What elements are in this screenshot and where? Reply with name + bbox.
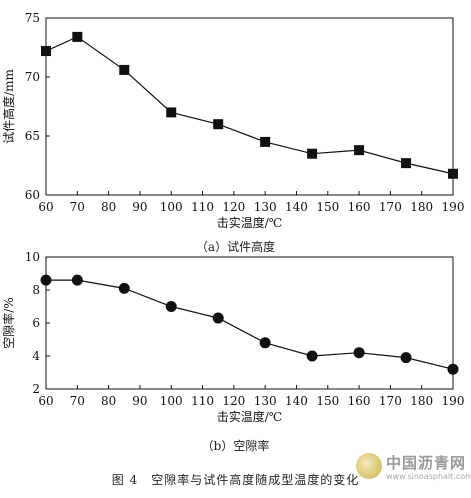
chart-a-plot-frame bbox=[45, 17, 454, 196]
chart-b-x-tick-label: 150 bbox=[316, 394, 339, 408]
chart-b-data-point bbox=[353, 347, 365, 359]
chart-b-data-point bbox=[118, 282, 130, 294]
chart-a-data-point bbox=[401, 158, 412, 169]
chart-b-x-axis-label: 击实温度/℃ bbox=[217, 409, 282, 424]
chart-a-x-tick-label: 160 bbox=[348, 200, 371, 214]
watermark-logo-icon bbox=[356, 453, 382, 479]
chart-b-y-tick-label: 4 bbox=[32, 349, 40, 363]
chart-b-x-tick-label: 180 bbox=[410, 394, 433, 408]
chart-a-x-tick-label: 70 bbox=[70, 200, 85, 214]
chart-b-data-point bbox=[165, 301, 177, 312]
chart-a-x-tick-label: 60 bbox=[38, 200, 53, 214]
chart-b-series-line bbox=[46, 279, 454, 370]
chart-b-data-point bbox=[400, 352, 412, 364]
chart-b-data-point bbox=[71, 274, 83, 286]
chart-a-data-point bbox=[354, 145, 365, 156]
chart-b-x-tick-label: 70 bbox=[70, 394, 85, 408]
chart-a-x-tick-label: 180 bbox=[410, 200, 433, 214]
watermark-title: 中国沥青网 bbox=[386, 454, 467, 472]
subcaption-b: （b）空隙率 bbox=[201, 439, 270, 453]
chart-b-x-tick-label: 160 bbox=[348, 394, 371, 408]
chart-b-x-tick-label: 190 bbox=[442, 394, 465, 408]
chart-a-series-line bbox=[45, 36, 454, 175]
chart-a-x-tick-label: 120 bbox=[222, 200, 245, 214]
chart-b-x-tick-label: 140 bbox=[285, 394, 308, 408]
chart-a-y-tick-label: 60 bbox=[25, 188, 40, 202]
chart-a: 60 70 80 90 100 110 120 130 140 150 160 170 180 190 60… bbox=[1, 11, 464, 230]
chart-a-data-point bbox=[260, 136, 271, 147]
chart-b-y-tick-label: 2 bbox=[32, 382, 40, 396]
chart-a-x-tick-label: 130 bbox=[254, 200, 277, 214]
chart-a-x-tick-label: 90 bbox=[132, 200, 147, 214]
chart-b-data-point bbox=[259, 337, 271, 349]
chart-b-x-tick-label: 120 bbox=[222, 394, 245, 408]
chart-b-x-tick-label: 110 bbox=[191, 394, 214, 408]
chart-a-data-point bbox=[41, 46, 51, 57]
chart-b-y-tick-label: 6 bbox=[32, 316, 40, 330]
chart-a-x-tick-label: 110 bbox=[191, 200, 214, 214]
chart-b-x-tick-label: 80 bbox=[101, 394, 116, 408]
chart-b-y-tick-label: 8 bbox=[32, 283, 40, 297]
chart-b-plot-frame bbox=[45, 256, 454, 390]
chart-a-y-axis-label: 试件高度/mm bbox=[1, 68, 16, 143]
chart-a-y-tick-label: 70 bbox=[25, 70, 40, 84]
chart-a-x-tick-label: 190 bbox=[442, 200, 465, 214]
chart-b-x-tick-label: 60 bbox=[38, 394, 53, 408]
chart-b-data-point bbox=[306, 350, 318, 362]
chart-a-x-tick-label: 100 bbox=[160, 200, 183, 214]
chart-b-data-point bbox=[40, 274, 52, 286]
chart-a-x-tick-label: 80 bbox=[101, 200, 116, 214]
chart-b-x-tick-label: 170 bbox=[379, 394, 402, 408]
chart-b: 60 70 80 90 100 110 120 130 140 150 160 170 180 190 2 4… bbox=[1, 250, 464, 424]
chart-b-x-tick-label: 100 bbox=[160, 394, 183, 408]
chart-b-x-tick-label: 90 bbox=[132, 394, 147, 408]
chart-a-x-tick-label: 140 bbox=[285, 200, 308, 214]
figure-caption: 图 4 空隙率与试件高度随成型温度的变化 bbox=[111, 473, 360, 487]
chart-b-y-axis-label: 空隙率/% bbox=[1, 297, 16, 348]
chart-b-x-tick-label: 130 bbox=[254, 394, 277, 408]
watermark-url: www.sinoasphalt.com bbox=[386, 472, 471, 481]
chart-a-data-point bbox=[119, 64, 130, 75]
chart-b-data-point bbox=[212, 312, 224, 324]
chart-b-y-tick-label: 10 bbox=[25, 250, 40, 264]
chart-b-data-point bbox=[447, 363, 459, 375]
chart-a-y-tick-label: 65 bbox=[25, 129, 40, 143]
chart-a-data-point bbox=[213, 119, 224, 130]
chart-a-data-point bbox=[166, 107, 177, 118]
subcaption-a: （a）试件高度 bbox=[195, 240, 276, 254]
chart-a-y-tick-label: 75 bbox=[25, 11, 40, 25]
chart-a-x-tick-label: 150 bbox=[316, 200, 339, 214]
chart-a-data-point bbox=[448, 168, 458, 179]
watermark: 中国沥青网 www.sinoasphalt.com bbox=[356, 450, 471, 490]
chart-a-x-tick-label: 170 bbox=[379, 200, 402, 214]
chart-a-data-point bbox=[307, 148, 318, 159]
chart-a-data-point bbox=[72, 31, 83, 42]
chart-a-x-axis-label: 击实温度/℃ bbox=[217, 215, 282, 230]
